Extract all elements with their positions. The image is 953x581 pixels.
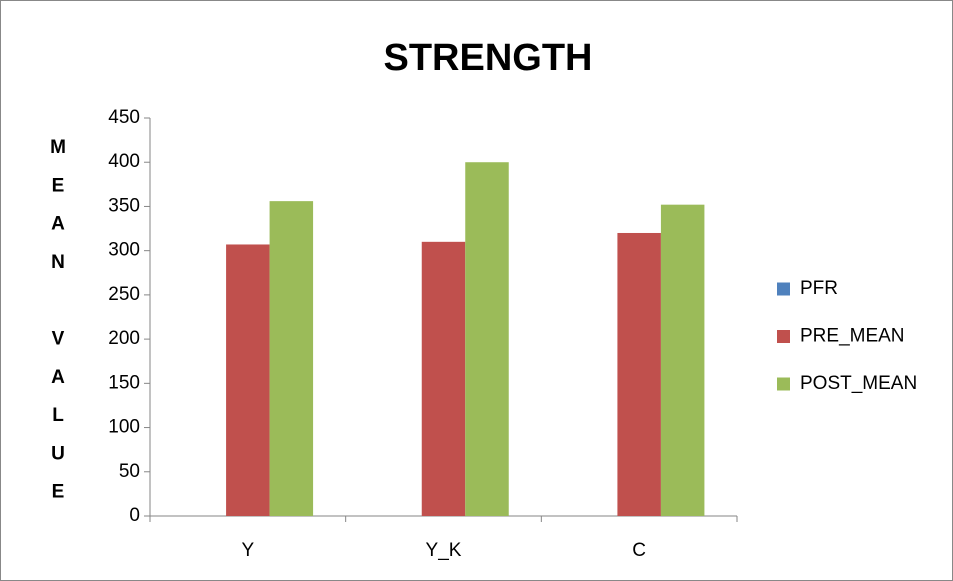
y-tick-label: 250 <box>108 284 140 305</box>
y-tick-label: 0 <box>129 505 140 526</box>
y-tick-label: 100 <box>108 417 140 438</box>
x-tick-label: Y_K <box>426 540 462 561</box>
y-tick-label: 400 <box>108 151 140 172</box>
legend-label: POST_MEAN <box>800 373 917 394</box>
legend-swatch <box>777 377 790 391</box>
bar <box>226 244 270 516</box>
chart-title: STRENGTH <box>384 37 593 79</box>
legend-label: PRE_MEAN <box>800 326 905 347</box>
bar <box>660 204 705 517</box>
bar <box>617 232 661 516</box>
legend-swatch <box>777 282 790 296</box>
legend-label: PFR <box>800 278 838 299</box>
bar <box>269 201 314 517</box>
y-tick-label: 300 <box>108 240 140 261</box>
legend-swatch <box>777 330 790 343</box>
y-tick-label: 200 <box>108 328 140 349</box>
x-tick-label: C <box>632 540 646 561</box>
y-tick-label: 150 <box>108 372 140 393</box>
y-tick-label: 50 <box>119 461 140 482</box>
y-tick-label: 450 <box>108 107 140 128</box>
y-tick-label: 350 <box>108 195 140 216</box>
x-tick-label: Y <box>241 540 254 561</box>
bar <box>465 162 509 516</box>
bar <box>421 241 466 517</box>
